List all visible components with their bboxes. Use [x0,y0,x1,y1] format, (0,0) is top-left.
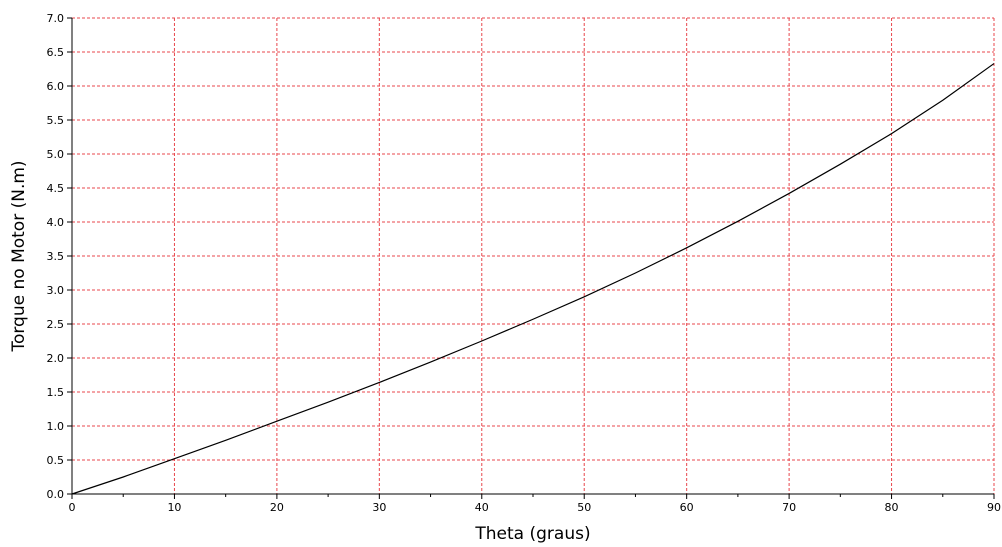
y-tick-label: 6.5 [47,46,65,59]
y-tick-label: 3.5 [47,250,65,263]
y-tick-label: 6.0 [47,80,65,93]
x-tick-label: 0 [69,501,76,514]
x-tick-label: 70 [782,501,796,514]
x-tick-label: 10 [167,501,181,514]
y-tick-label: 1.0 [47,420,65,433]
grid-lines [72,17,995,494]
y-tick-label: 1.5 [47,386,65,399]
y-tick-label: 5.0 [47,148,65,161]
x-tick-label: 60 [680,501,694,514]
y-tick-label: 7.0 [47,12,65,25]
y-tick-label: 2.5 [47,318,65,331]
y-tick-label: 4.5 [47,182,65,195]
y-tick-label: 3.0 [47,284,65,297]
tick-labels: 0 10 20 30 40 50 60 70 80 90 0.0 0.5 1.0 1.5 2.0 2.5 3.0… [47,12,1002,514]
torque-series-line [71,63,995,495]
series-group [71,63,995,495]
x-tick-label: 90 [987,501,1001,514]
x-tick-label: 30 [372,501,386,514]
y-tick-label: 5.5 [47,114,65,127]
y-tick-label: 0.0 [47,488,65,501]
y-tick-label: 4.0 [47,216,65,229]
y-axis-title: Torque no Motor (N.m) [9,160,29,352]
x-tick-label: 20 [270,501,284,514]
x-tick-label: 80 [885,501,899,514]
x-axis-title: Theta (graus) [474,524,590,543]
y-tick-label: 0.5 [47,454,65,467]
y-tick-label: 2.0 [47,352,65,365]
x-tick-label: 40 [475,501,489,514]
x-tick-label: 50 [577,501,591,514]
axes [67,17,995,499]
